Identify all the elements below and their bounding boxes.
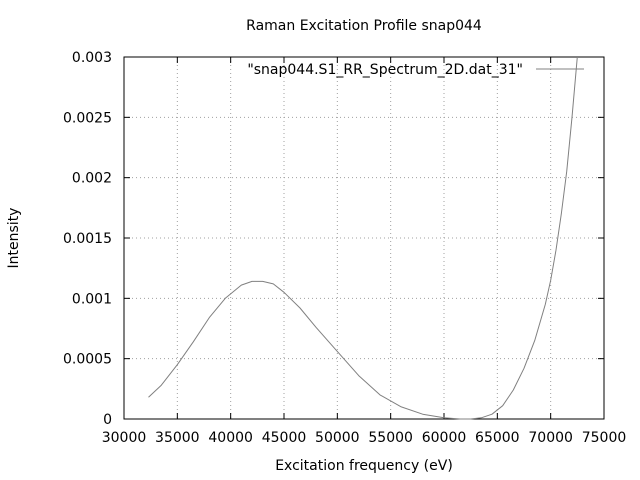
series-layer — [148, 56, 578, 420]
x-tick-label: 40000 — [208, 430, 253, 446]
x-tick-label: 50000 — [315, 430, 360, 446]
x-tick-label: 60000 — [422, 430, 467, 446]
legend: "snap044.S1_RR_Spectrum_2D.dat_31" — [247, 62, 584, 78]
axis-ticks: 30000 35000 40000 45000 50000 55000 60000 65000… — [63, 50, 626, 446]
grid-lines — [124, 57, 604, 419]
y-tick-label: 0.0005 — [63, 352, 112, 368]
x-tick-label: 45000 — [262, 430, 307, 446]
y-axis-label: Intensity — [6, 208, 22, 269]
y-tick-label: 0.0015 — [63, 231, 112, 247]
x-tick-label: 55000 — [368, 430, 413, 446]
legend-label: "snap044.S1_RR_Spectrum_2D.dat_31" — [247, 62, 523, 78]
x-axis-label: Excitation frequency (eV) — [275, 458, 453, 474]
x-tick-label: 70000 — [528, 430, 573, 446]
y-tick-label: 0 — [103, 412, 112, 428]
y-tick-label: 0.0025 — [63, 110, 112, 126]
x-tick-label: 35000 — [155, 430, 200, 446]
x-tick-label: 65000 — [475, 430, 520, 446]
series-line — [148, 56, 578, 420]
y-tick-label: 0.003 — [72, 50, 112, 66]
x-tick-label: 30000 — [102, 430, 147, 446]
chart-title: Raman Excitation Profile snap044 — [246, 18, 482, 34]
y-tick-label: 0.001 — [72, 291, 112, 307]
axis-labels: Raman Excitation Profile snap044 Excitat… — [6, 18, 482, 474]
y-tick-label: 0.002 — [72, 171, 112, 187]
x-tick-label: 75000 — [582, 430, 627, 446]
